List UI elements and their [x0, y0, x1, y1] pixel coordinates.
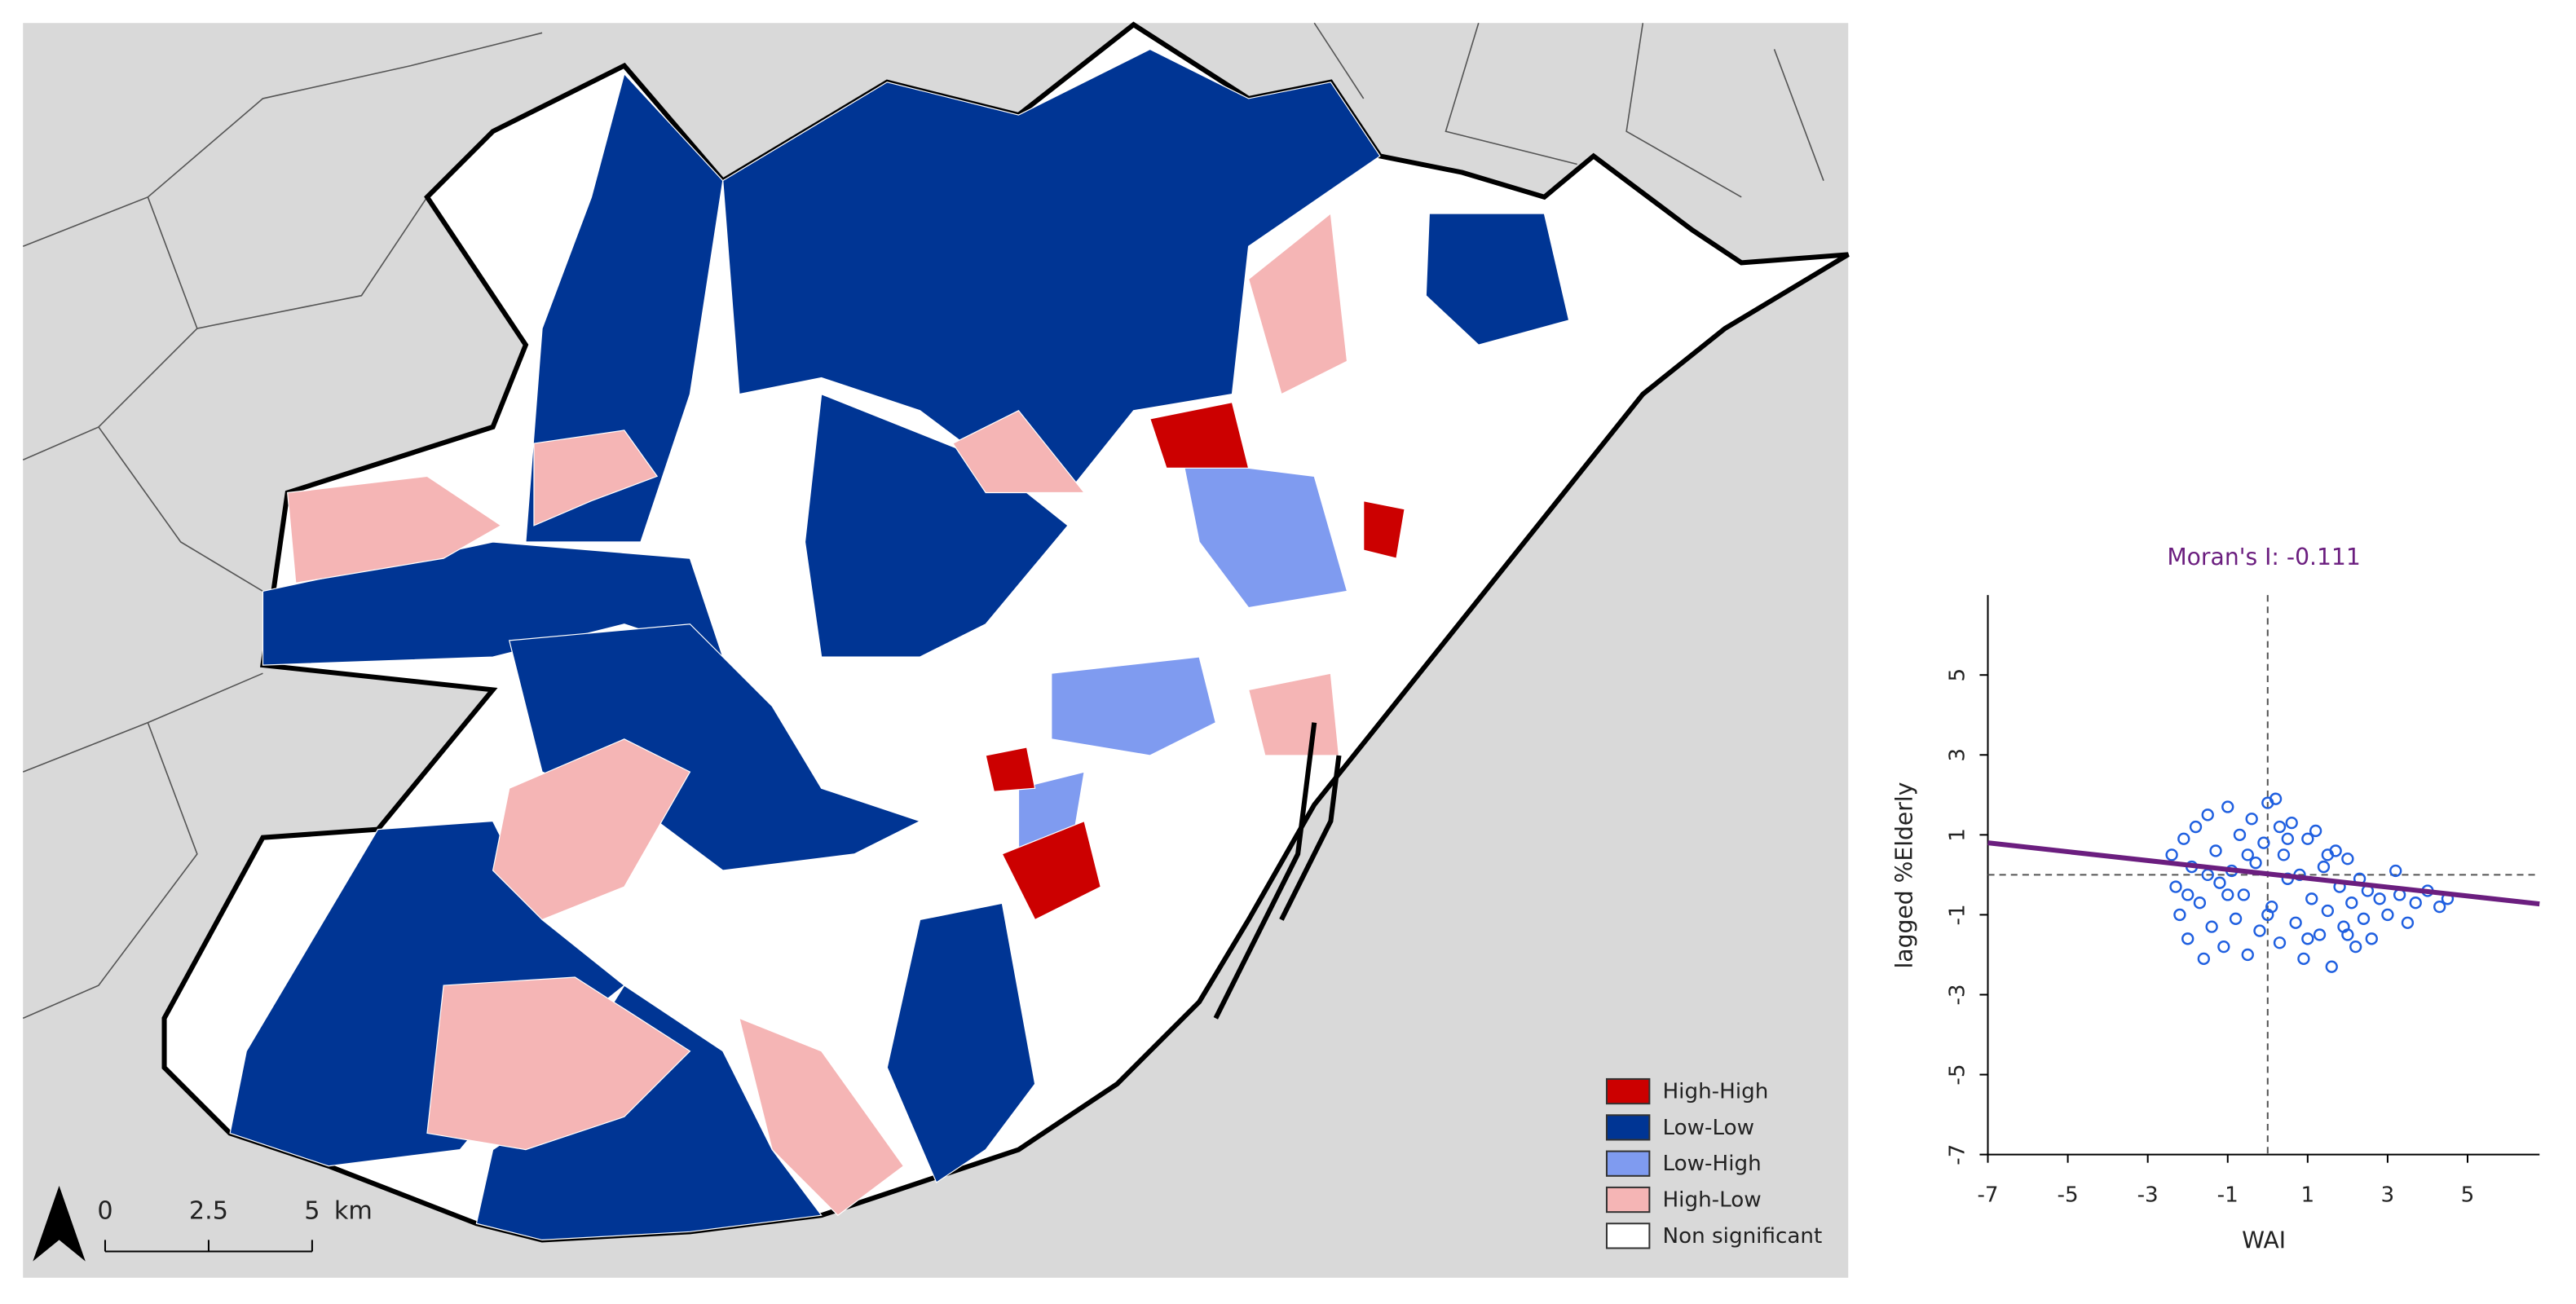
x-tick-label: -5	[2058, 1183, 2079, 1208]
clusters	[229, 48, 1570, 1241]
point	[2221, 800, 2234, 813]
y-tick-label: -1	[1946, 904, 1970, 925]
x-tick-label: 3	[2381, 1183, 2395, 1208]
legend-label: Low-High	[1662, 1152, 1761, 1176]
point	[2301, 832, 2314, 845]
x-tick-label: -1	[2217, 1183, 2239, 1208]
y-axis-label: lagged %Elderly	[1891, 782, 1918, 969]
point	[2257, 836, 2270, 849]
point	[2229, 912, 2243, 925]
point	[2409, 896, 2422, 910]
north-arrow	[33, 1185, 86, 1262]
point	[2221, 888, 2234, 901]
point	[2253, 924, 2266, 937]
point	[2373, 892, 2386, 905]
chart-title: Moran's I: -0.111	[2167, 544, 2360, 570]
neighbour-borders	[22, 22, 1824, 1020]
point	[2281, 832, 2294, 845]
point	[2289, 916, 2302, 929]
point	[2193, 896, 2207, 910]
point	[2181, 932, 2194, 945]
y-tick-label: -3	[1946, 984, 1970, 1005]
legend-swatch	[1605, 1186, 1651, 1214]
y-tick-label: 3	[1946, 748, 1970, 762]
point	[2345, 896, 2358, 910]
point	[2317, 860, 2331, 874]
y-tick-label: -5	[1946, 1064, 1970, 1085]
y-tick-label: -7	[1946, 1144, 1970, 1165]
point	[2321, 904, 2335, 918]
point	[2217, 940, 2230, 954]
point	[2273, 936, 2287, 949]
legend-label: High-High	[1662, 1080, 1768, 1104]
point	[2189, 820, 2203, 834]
point	[2237, 888, 2251, 901]
point	[2273, 820, 2287, 834]
point	[2241, 848, 2254, 861]
point	[2389, 864, 2402, 878]
scatter-plot: Moran's I: -0.111 WAI lagged %Elderly -7…	[1891, 544, 2540, 1253]
point	[2325, 960, 2338, 973]
y-tick-label: 1	[1946, 828, 1970, 842]
point	[2341, 852, 2354, 866]
legend-swatch	[1605, 1222, 1651, 1249]
x-tick-label: 5	[2461, 1183, 2475, 1208]
point	[2321, 848, 2335, 861]
point	[2297, 952, 2310, 966]
legend-swatch	[1605, 1077, 1651, 1105]
point	[2165, 848, 2178, 861]
regression-line	[1987, 840, 2540, 907]
point	[2201, 808, 2214, 822]
scale-label: 2.5	[189, 1197, 228, 1226]
scale-label: 5	[304, 1197, 320, 1226]
point	[2169, 880, 2182, 893]
point	[2313, 928, 2327, 941]
point	[2241, 948, 2254, 962]
point	[2433, 900, 2446, 914]
point	[2301, 932, 2314, 945]
legend-label: Low-Low	[1662, 1116, 1754, 1140]
point	[2401, 916, 2415, 929]
point	[2249, 857, 2262, 870]
point	[2245, 813, 2258, 826]
legend-label: High-Low	[1662, 1188, 1761, 1213]
x-axis-label: WAI	[2242, 1227, 2286, 1253]
point	[2269, 792, 2283, 805]
point	[2205, 920, 2218, 933]
point	[2197, 952, 2210, 966]
x-tick-label: -7	[1977, 1183, 1998, 1208]
legend-label: Non significant	[1662, 1224, 1822, 1249]
legend: High-High Low-Low Low-High High-Low Non …	[1605, 1077, 1822, 1249]
port	[1213, 722, 1342, 1020]
point	[2277, 848, 2291, 861]
map: 0 2.5 5 km High-High Low-Low Low-High Hi…	[22, 21, 1850, 1278]
point	[2213, 876, 2226, 889]
point	[2341, 928, 2354, 941]
scale-bar	[104, 1240, 313, 1253]
x-tick-label: -3	[2137, 1183, 2159, 1208]
point	[2365, 932, 2378, 945]
point	[2381, 908, 2394, 922]
point	[2309, 824, 2322, 838]
point	[2305, 892, 2318, 905]
y-tick-label: 5	[1946, 668, 1970, 682]
point	[2357, 912, 2371, 925]
legend-swatch	[1605, 1150, 1651, 1177]
point	[2261, 908, 2274, 922]
legend-swatch	[1605, 1114, 1651, 1141]
point	[2173, 908, 2186, 922]
point	[2285, 816, 2298, 830]
point	[2181, 888, 2194, 901]
x-tick-label: 1	[2300, 1183, 2314, 1208]
scale-unit: km	[334, 1197, 373, 1226]
point	[2233, 828, 2247, 842]
point	[2349, 940, 2362, 954]
scale-label: 0	[97, 1197, 112, 1226]
point	[2209, 844, 2222, 857]
point	[2177, 832, 2190, 845]
